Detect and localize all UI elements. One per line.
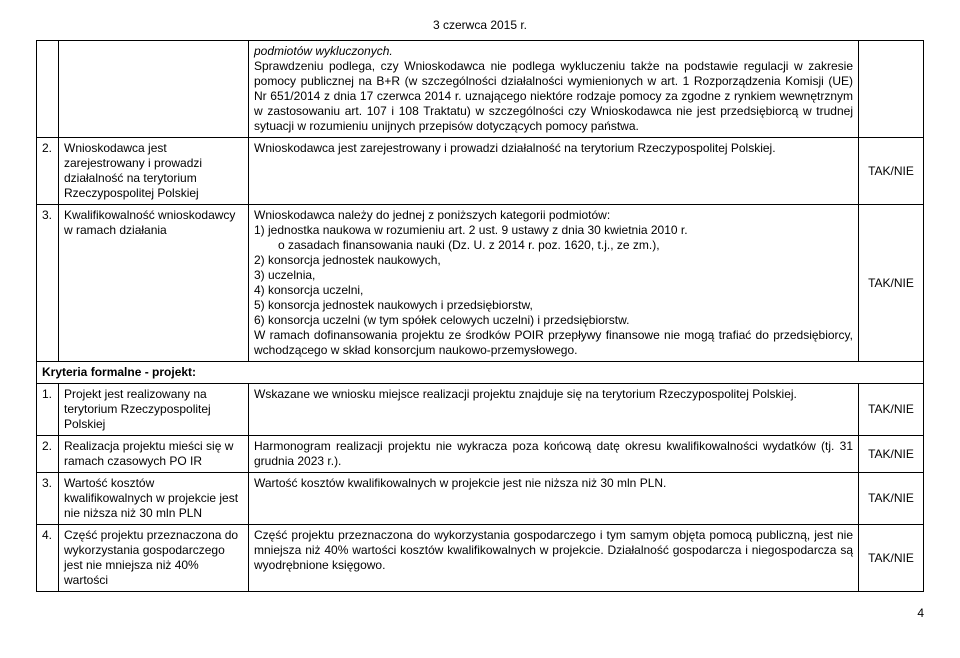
cell-description: Wskazane we wniosku miejsce realizacji p… <box>249 384 859 436</box>
cell-result: TAK/NIE <box>859 473 924 525</box>
cell-criterion: Wartość kosztów kwalifikowalnych w proje… <box>59 473 249 525</box>
cell-criterion: Część projektu przeznaczona do wykorzyst… <box>59 525 249 592</box>
cell-result: TAK/NIE <box>859 525 924 592</box>
cell-description: Wnioskodawca należy do jednej z poniższy… <box>249 205 859 362</box>
desc-italic: podmiotów wykluczonych. <box>254 44 393 58</box>
list-item: 1) jednostka naukowa w rozumieniu art. 2… <box>254 223 853 238</box>
table-row: 1. Projekt jest realizowany na terytoriu… <box>37 384 924 436</box>
cell-description: podmiotów wykluczonych. Sprawdzeniu podl… <box>249 41 859 138</box>
table-row: 2. Wnioskodawca jest zarejestrowany i pr… <box>37 138 924 205</box>
table-row: 3. Wartość kosztów kwalifikowalnych w pr… <box>37 473 924 525</box>
cell-num <box>37 41 59 138</box>
header-date: 3 czerwca 2015 r. <box>36 18 924 32</box>
section-header-row: Kryteria formalne - projekt: <box>37 362 924 384</box>
page-number: 4 <box>0 602 960 620</box>
cell-num: 3. <box>37 205 59 362</box>
section-header: Kryteria formalne - projekt: <box>37 362 924 384</box>
table-row: 4. Część projektu przeznaczona do wykorz… <box>37 525 924 592</box>
table-row: podmiotów wykluczonych. Sprawdzeniu podl… <box>37 41 924 138</box>
cell-result: TAK/NIE <box>859 384 924 436</box>
cell-result <box>859 41 924 138</box>
table-row: 2. Realizacja projektu mieści się w rama… <box>37 436 924 473</box>
cell-description: Wartość kosztów kwalifikowalnych w proje… <box>249 473 859 525</box>
criteria-table: podmiotów wykluczonych. Sprawdzeniu podl… <box>36 40 924 592</box>
cell-description: Część projektu przeznaczona do wykorzyst… <box>249 525 859 592</box>
desc-lead: Wnioskodawca należy do jednej z poniższy… <box>254 208 853 223</box>
list-item: 4) konsorcja uczelni, <box>254 283 853 298</box>
list-item: 6) konsorcja uczelni (w tym spółek celow… <box>254 313 853 328</box>
cell-num: 2. <box>37 138 59 205</box>
desc-text: Sprawdzeniu podlega, czy Wnioskodawca ni… <box>254 59 853 133</box>
list-item: 2) konsorcja jednostek naukowych, <box>254 253 853 268</box>
cell-description: Harmonogram realizacji projektu nie wykr… <box>249 436 859 473</box>
cell-num: 1. <box>37 384 59 436</box>
cell-criterion <box>59 41 249 138</box>
list-item: 3) uczelnia, <box>254 268 853 283</box>
cell-criterion: Wnioskodawca jest zarejestrowany i prowa… <box>59 138 249 205</box>
list-item: 5) konsorcja jednostek naukowych i przed… <box>254 298 853 313</box>
cell-num: 2. <box>37 436 59 473</box>
cell-result: TAK/NIE <box>859 436 924 473</box>
cell-criterion: Kwalifikowalność wnioskodawcy w ramach d… <box>59 205 249 362</box>
cell-result: TAK/NIE <box>859 205 924 362</box>
cell-description: Wnioskodawca jest zarejestrowany i prowa… <box>249 138 859 205</box>
document-page: 3 czerwca 2015 r. podmiotów wykluczonych… <box>0 0 960 602</box>
cell-result: TAK/NIE <box>859 138 924 205</box>
cell-criterion: Realizacja projektu mieści się w ramach … <box>59 436 249 473</box>
desc-tail: W ramach dofinansowania projektu ze środ… <box>254 328 853 358</box>
list-item: o zasadach finansowania nauki (Dz. U. z … <box>254 238 853 253</box>
cell-num: 4. <box>37 525 59 592</box>
cell-num: 3. <box>37 473 59 525</box>
table-row: 3. Kwalifikowalność wnioskodawcy w ramac… <box>37 205 924 362</box>
cell-criterion: Projekt jest realizowany na terytorium R… <box>59 384 249 436</box>
